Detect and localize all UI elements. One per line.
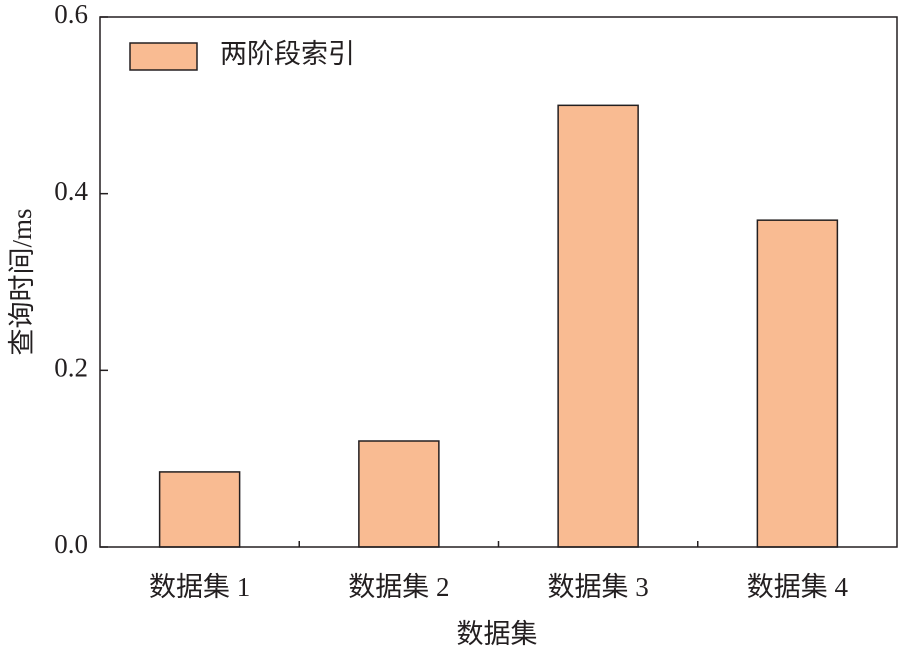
x-tick-label: 数据集 1 (149, 572, 250, 602)
legend-swatch (129, 42, 198, 71)
bar (557, 104, 639, 548)
bar (756, 219, 839, 548)
legend-label: 两阶段索引 (220, 39, 355, 69)
y-tick-label: 0.2 (54, 353, 88, 383)
x-axis-label: 数据集 (457, 619, 538, 649)
plot-frame (99, 16, 898, 548)
y-tick-label: 0.4 (54, 176, 88, 206)
bar (358, 440, 440, 548)
x-tick-label: 数据集 4 (747, 572, 849, 602)
y-tick-label: 0.6 (54, 0, 88, 29)
y-axis-label: 查询时间/ms (7, 208, 37, 355)
x-tick-label: 数据集 2 (348, 572, 449, 602)
x-tick-label: 数据集 3 (548, 572, 649, 602)
bar (158, 471, 241, 548)
y-tick-label: 0.0 (54, 529, 88, 559)
